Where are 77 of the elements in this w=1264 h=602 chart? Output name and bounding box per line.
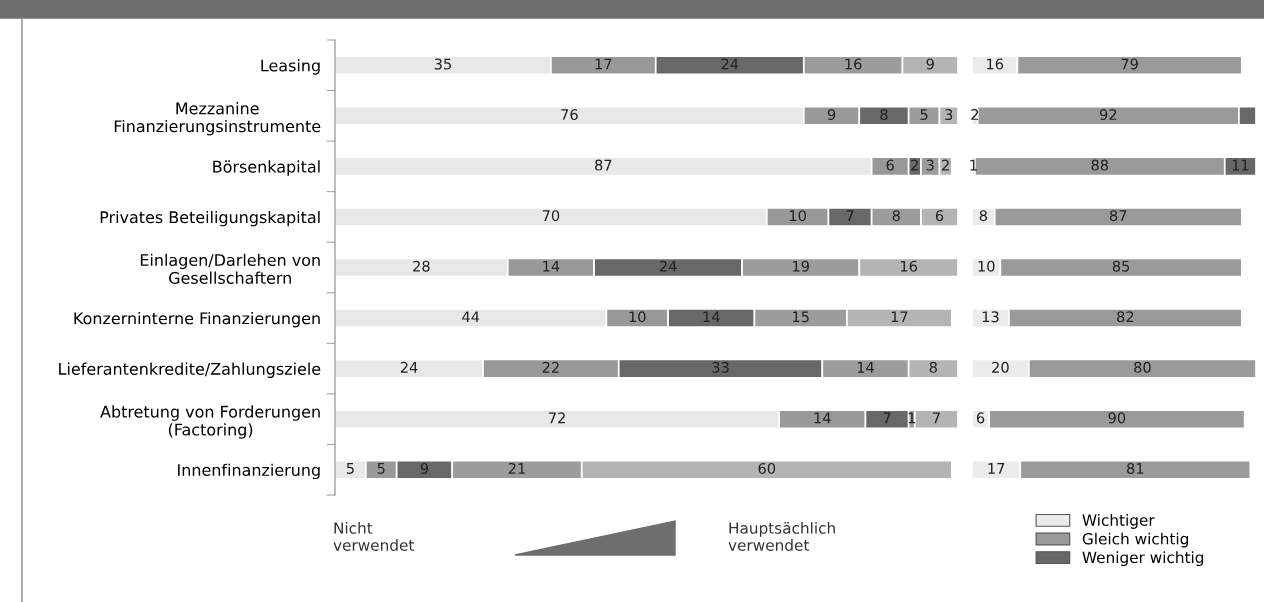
- data-label: 1: [970, 159, 977, 171]
- data-label: 16: [987, 58, 1004, 70]
- data-label: 7: [883, 412, 891, 424]
- data-label: 90: [1108, 412, 1126, 424]
- data-label: 17: [988, 463, 1005, 474]
- text: Hauptsächlich verwendet: [728, 522, 835, 551]
- data-label: 9: [827, 109, 836, 121]
- data-label: 8: [892, 210, 900, 222]
- data-label: 35: [434, 58, 451, 70]
- data-label: 5: [377, 463, 385, 474]
- data-label: 8: [880, 109, 888, 121]
- data-label: 2: [942, 159, 949, 171]
- data-label: 7: [932, 412, 940, 424]
- data-label: 16: [845, 58, 862, 70]
- y-tick-label: Einlagen/Darlehen von Gesellschaftern: [140, 253, 320, 284]
- data-label: 14: [703, 311, 720, 323]
- data-label: 17: [891, 311, 908, 323]
- data-label: 70: [542, 210, 560, 222]
- y-tick-label: Börsenkapital: [213, 160, 320, 176]
- data-label: 8: [929, 361, 937, 373]
- y-tick-label: Abtretung von Forderungen (Factoring): [100, 405, 320, 439]
- data-label: 76: [561, 109, 578, 121]
- data-label: 11: [1232, 159, 1249, 171]
- data-label: 10: [789, 210, 806, 222]
- data-label: 85: [1112, 260, 1130, 272]
- data-label: 87: [1109, 210, 1127, 222]
- data-label: 72: [548, 412, 565, 424]
- data-label: 92: [1099, 109, 1117, 121]
- data-label: 3: [945, 109, 953, 121]
- data-label: 2: [971, 109, 979, 120]
- data-label: 60: [758, 462, 776, 474]
- data-label: 22: [542, 361, 559, 373]
- y-tick-label: Leasing: [261, 59, 320, 75]
- data-label: 5: [346, 463, 354, 474]
- legend-label: Weniger wichtig: [1082, 551, 1204, 567]
- data-label: 6: [976, 412, 985, 424]
- data-label: 79: [1121, 58, 1138, 70]
- data-label: 9: [420, 462, 429, 474]
- y-tick-label: Mezzanine Finanzierungsinstrumente: [114, 102, 321, 136]
- data-label: 24: [659, 260, 677, 272]
- data-label: 2: [911, 159, 918, 171]
- y-tick-label: Lieferantenkredite/Zahlungsziele: [59, 362, 321, 378]
- data-label: 7: [846, 210, 854, 221]
- data-label: 28: [413, 260, 430, 272]
- data-label: 10: [978, 260, 995, 272]
- data-label: 6: [886, 159, 894, 171]
- text: Nicht verwendet: [333, 522, 415, 551]
- data-label: 8: [979, 210, 987, 222]
- data-label: 80: [1134, 361, 1151, 373]
- y-tick-label: Konzerninterne Finanzierungen: [74, 311, 320, 328]
- data-label: 6: [935, 210, 944, 222]
- data-label: 13: [982, 311, 999, 323]
- data-label: 9: [926, 58, 934, 70]
- data-label: 5: [920, 109, 928, 121]
- data-label: 20: [992, 361, 1009, 373]
- data-label: 17: [595, 58, 612, 70]
- data-label: 3: [926, 159, 934, 171]
- y-tick-label: Privates Beteiligungskapital: [100, 210, 320, 227]
- data-label: 88: [1091, 159, 1109, 171]
- data-label: 15: [793, 311, 809, 323]
- data-label: 16: [900, 260, 918, 272]
- data-label: 82: [1117, 311, 1134, 323]
- data-label: 24: [400, 361, 418, 373]
- legend-label: Gleich wichtig: [1082, 532, 1188, 548]
- data-label: 87: [595, 159, 612, 171]
- data-label: 14: [814, 412, 831, 424]
- data-label: 44: [462, 311, 480, 323]
- data-label: 19: [793, 260, 809, 272]
- legend-label: Wichtiger: [1082, 514, 1155, 529]
- y-tick-label: Innenfinanzierung: [178, 463, 320, 480]
- data-label: 14: [857, 362, 874, 373]
- data-label: 10: [629, 311, 646, 323]
- data-label: 81: [1127, 462, 1144, 474]
- data-label: 21: [508, 462, 525, 474]
- data-label: 24: [721, 58, 739, 70]
- data-label: 14: [543, 260, 560, 272]
- data-label: 33: [712, 361, 729, 373]
